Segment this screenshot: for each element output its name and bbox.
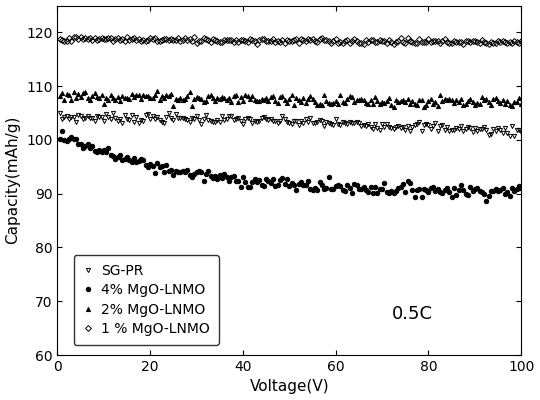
4% MgO-LNMO bbox=[500, 186, 506, 191]
SG-PR bbox=[57, 111, 63, 116]
Line: 4% MgO-LNMO: 4% MgO-LNMO bbox=[58, 129, 523, 203]
2% MgO-LNMO bbox=[143, 94, 149, 98]
2% MgO-LNMO bbox=[154, 88, 160, 93]
2% MgO-LNMO bbox=[483, 97, 490, 102]
1 % MgO-LNMO bbox=[77, 34, 84, 39]
SG-PR bbox=[507, 134, 513, 139]
4% MgO-LNMO bbox=[145, 164, 151, 169]
1 % MgO-LNMO bbox=[145, 37, 151, 42]
4% MgO-LNMO bbox=[59, 129, 65, 134]
X-axis label: Voltage(V): Voltage(V) bbox=[249, 380, 329, 394]
2% MgO-LNMO bbox=[518, 102, 524, 107]
4% MgO-LNMO bbox=[481, 191, 488, 196]
Line: SG-PR: SG-PR bbox=[58, 111, 523, 138]
1 % MgO-LNMO bbox=[87, 36, 93, 40]
4% MgO-LNMO bbox=[182, 170, 188, 174]
1 % MgO-LNMO bbox=[182, 35, 188, 40]
4% MgO-LNMO bbox=[518, 185, 524, 190]
1 % MgO-LNMO bbox=[500, 38, 506, 43]
Line: 1 % MgO-LNMO: 1 % MgO-LNMO bbox=[58, 35, 523, 46]
1 % MgO-LNMO bbox=[483, 40, 490, 45]
1 % MgO-LNMO bbox=[57, 36, 63, 41]
SG-PR bbox=[518, 129, 524, 134]
2% MgO-LNMO bbox=[75, 91, 82, 96]
SG-PR bbox=[481, 124, 488, 129]
2% MgO-LNMO bbox=[421, 105, 427, 110]
SG-PR bbox=[110, 110, 116, 115]
Y-axis label: Capacity(mAh/g): Capacity(mAh/g) bbox=[5, 116, 21, 244]
Legend: SG-PR, 4% MgO-LNMO, 2% MgO-LNMO, 1 % MgO-LNMO: SG-PR, 4% MgO-LNMO, 2% MgO-LNMO, 1 % MgO… bbox=[73, 255, 219, 344]
2% MgO-LNMO bbox=[57, 93, 63, 98]
1 % MgO-LNMO bbox=[518, 38, 524, 43]
SG-PR bbox=[84, 114, 91, 119]
4% MgO-LNMO bbox=[483, 198, 490, 203]
Text: 0.5C: 0.5C bbox=[392, 305, 433, 323]
2% MgO-LNMO bbox=[500, 98, 506, 102]
SG-PR bbox=[497, 128, 504, 132]
Line: 2% MgO-LNMO: 2% MgO-LNMO bbox=[58, 88, 523, 110]
2% MgO-LNMO bbox=[182, 97, 188, 102]
1 % MgO-LNMO bbox=[75, 37, 82, 42]
4% MgO-LNMO bbox=[57, 136, 63, 141]
SG-PR bbox=[75, 112, 82, 117]
SG-PR bbox=[145, 112, 151, 116]
4% MgO-LNMO bbox=[87, 146, 93, 150]
4% MgO-LNMO bbox=[77, 141, 84, 146]
2% MgO-LNMO bbox=[84, 96, 91, 101]
1 % MgO-LNMO bbox=[254, 42, 260, 47]
SG-PR bbox=[182, 117, 188, 122]
